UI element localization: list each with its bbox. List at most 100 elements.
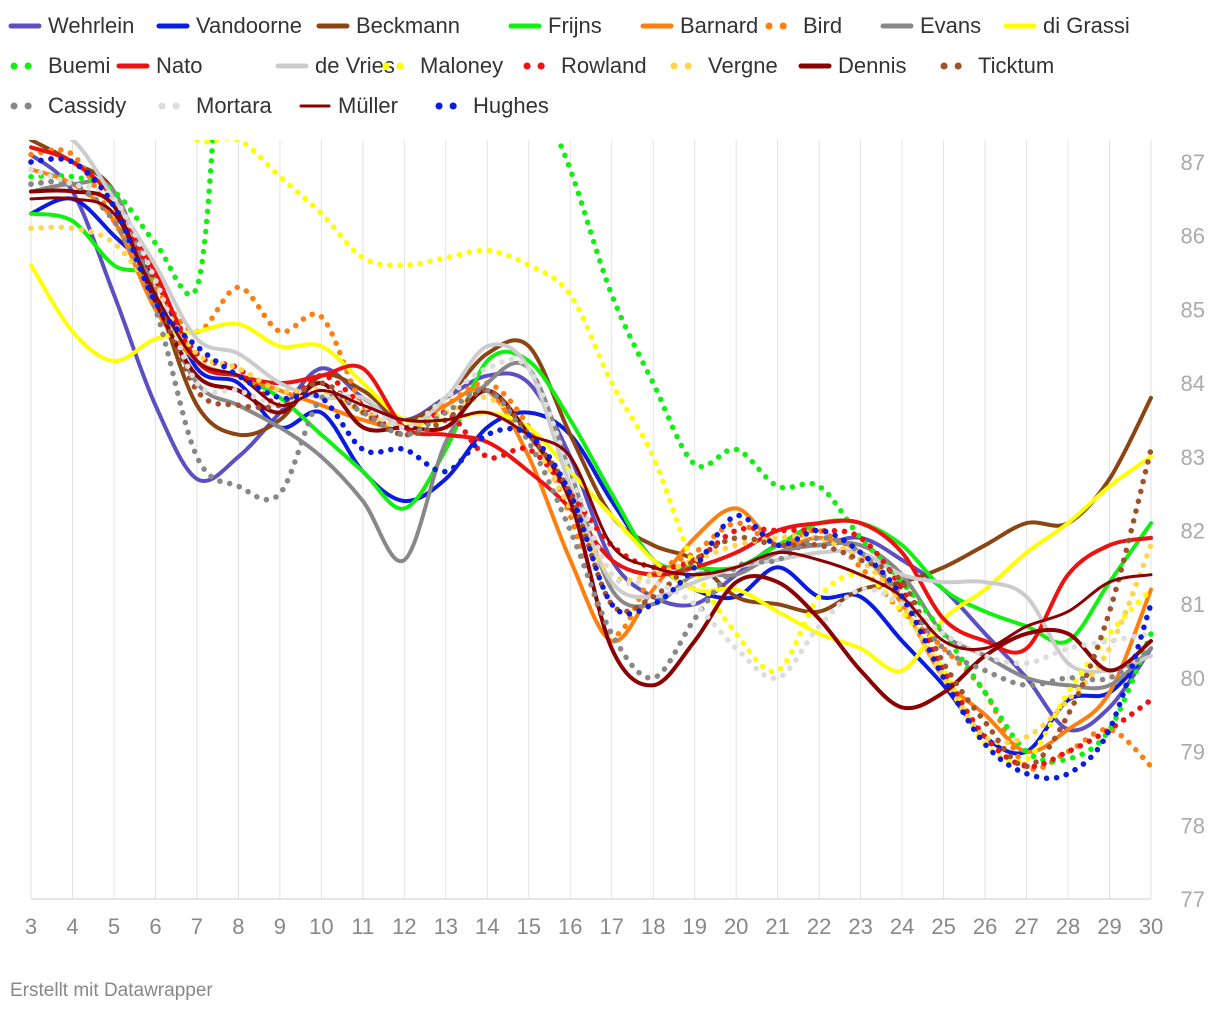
legend-item: Beckmann (316, 12, 460, 40)
series-m-ller (29, 196, 1153, 652)
legend-label: Buemi (48, 53, 111, 78)
legend-swatch (156, 23, 190, 29)
x-tick-label: 19 (682, 914, 706, 939)
legend-swatch (158, 102, 190, 110)
x-tick-label: 12 (392, 914, 416, 939)
x-tick-label: 8 (232, 914, 244, 939)
series-maloney (192, 140, 1154, 766)
x-tick-label: 29 (1097, 914, 1121, 939)
series-line (28, 155, 1154, 782)
legend-swatch (940, 62, 972, 70)
legend-swatch (1003, 23, 1037, 29)
legend-label: Barnard (680, 13, 759, 38)
x-tick-label: 16 (558, 914, 582, 939)
series-ticktum (28, 178, 1154, 770)
legend-swatch (8, 23, 42, 29)
series-lines (28, 140, 1154, 782)
series-beckmann (29, 140, 1153, 615)
series-vergne (28, 224, 1154, 746)
y-tick-label: 86 (1181, 224, 1205, 249)
legend-label: de Vries (315, 53, 395, 78)
series-line (28, 140, 216, 298)
series-line (192, 140, 1154, 766)
legend-swatch (10, 62, 42, 70)
legend-item: Bird (763, 12, 842, 40)
legend-swatch (275, 63, 309, 69)
legend-label: Wehrlein (48, 13, 135, 38)
legend-swatch (116, 63, 150, 69)
legend-label: Mortara (196, 93, 272, 118)
x-tick-label: 6 (149, 914, 161, 939)
legend-item: de Vries (275, 52, 395, 80)
x-tick-label: 20 (724, 914, 748, 939)
legend-label: Müller (338, 93, 398, 118)
x-tick-label: 21 (765, 914, 789, 939)
series-line (29, 152, 1153, 733)
series-line (29, 140, 1153, 615)
legend-item: Rowland (521, 52, 647, 80)
legend-label: Vandoorne (196, 13, 303, 38)
legend-item: Wehrlein (8, 12, 134, 40)
y-tick-label: 87 (1181, 150, 1205, 175)
x-tick-label: 24 (890, 914, 914, 939)
series-hughes (28, 155, 1154, 782)
legend-item: Evans (880, 12, 981, 40)
legend-label: Bird (803, 13, 843, 38)
legend-swatch (435, 102, 467, 110)
series-line (29, 196, 1153, 652)
x-tick-label: 26 (973, 914, 997, 939)
legend-item: di Grassi (1003, 12, 1130, 40)
legend-swatch (880, 23, 914, 29)
x-tick-label: 25 (931, 914, 955, 939)
legend-swatch (299, 104, 331, 108)
legend-swatch (10, 102, 42, 110)
legend-label: di Grassi (1043, 13, 1130, 38)
legend-swatch (798, 63, 832, 69)
series-line (555, 140, 1154, 764)
legend-swatch (523, 62, 555, 70)
series-bird (28, 147, 1154, 772)
legend-label: Evans (920, 13, 982, 38)
legend-label: Cassidy (48, 93, 127, 118)
legend-item: Müller (298, 92, 398, 120)
x-tick-label: 17 (599, 914, 623, 939)
y-tick-label: 79 (1181, 740, 1205, 765)
series-rowland (28, 155, 1154, 770)
series-line (28, 166, 1154, 681)
series-cassidy (28, 178, 1154, 689)
y-tick-label: 82 (1181, 519, 1205, 544)
credit-text: Erstellt mit Datawrapper (10, 980, 213, 1001)
series-di-grassi (29, 263, 1153, 674)
legend-item: Dennis (798, 52, 906, 80)
x-tick-label: 10 (309, 914, 333, 939)
legend-item: Vergne (668, 52, 778, 80)
legend-swatch (508, 23, 542, 29)
y-tick-label: 77 (1181, 887, 1205, 912)
legend-label: Nato (156, 53, 203, 78)
series-mortara (28, 166, 1154, 681)
series-buemi (28, 140, 1154, 764)
x-tick-label: 14 (475, 914, 499, 939)
legend-swatch (382, 62, 414, 70)
y-tick-label: 81 (1181, 592, 1205, 617)
legend-label: Beckmann (356, 13, 460, 38)
series-wehrlein (29, 152, 1153, 733)
y-tick-label: 83 (1181, 445, 1205, 470)
y-tick-label: 78 (1181, 813, 1205, 838)
y-tick-label: 80 (1181, 666, 1205, 691)
legend-item: Nato (116, 52, 202, 80)
x-tick-label: 3 (25, 914, 37, 939)
legend-label: Rowland (561, 53, 647, 78)
legend-swatch (765, 22, 797, 30)
legend-label: Frijns (548, 13, 602, 38)
legend-label: Dennis (838, 53, 907, 78)
series-line (29, 263, 1153, 674)
x-tick-label: 5 (108, 914, 120, 939)
series-line (28, 178, 1154, 689)
legend-item: Barnard (640, 12, 758, 40)
legend-swatch (670, 62, 702, 70)
legend-item: Frijns (508, 12, 602, 40)
legend-label: Vergne (708, 53, 778, 78)
legend-item: Buemi (8, 52, 110, 80)
legend-item: Ticktum (938, 52, 1054, 80)
